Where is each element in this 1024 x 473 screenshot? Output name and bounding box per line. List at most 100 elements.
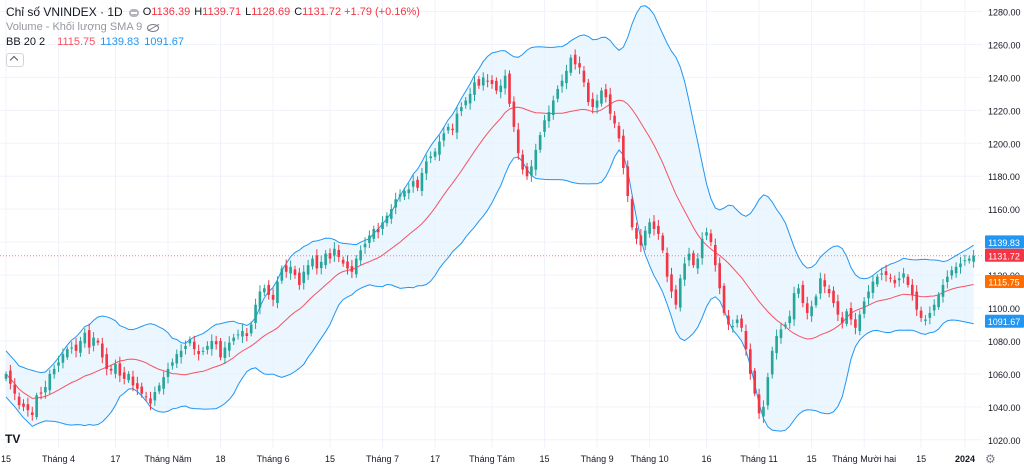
candle[interactable]: [840, 311, 844, 329]
candle[interactable]: [696, 253, 700, 274]
candle[interactable]: [153, 386, 157, 406]
candle[interactable]: [214, 335, 218, 350]
candle[interactable]: [950, 266, 954, 280]
candle[interactable]: [495, 77, 498, 95]
candle[interactable]: [788, 310, 792, 329]
bb-row[interactable]: BB 20 2 1115.75 1139.83 1091.67: [6, 35, 420, 50]
candle[interactable]: [192, 335, 196, 356]
candle[interactable]: [311, 255, 314, 270]
candle[interactable]: [249, 321, 253, 337]
candle[interactable]: [573, 49, 577, 70]
candle[interactable]: [166, 362, 170, 384]
candle[interactable]: [731, 319, 735, 333]
candle[interactable]: [96, 337, 100, 346]
candle[interactable]: [468, 87, 472, 110]
candle[interactable]: [83, 328, 87, 348]
candle[interactable]: [157, 382, 161, 395]
candle[interactable]: [819, 272, 822, 300]
candle[interactable]: [473, 76, 476, 102]
candle[interactable]: [858, 310, 862, 336]
candle[interactable]: [871, 276, 875, 299]
candle[interactable]: [486, 74, 489, 88]
candle[interactable]: [144, 391, 148, 402]
candle[interactable]: [779, 323, 783, 344]
candle[interactable]: [4, 371, 8, 382]
bb-label[interactable]: BB 20 2: [6, 36, 46, 48]
candle[interactable]: [525, 162, 529, 180]
candle[interactable]: [184, 340, 187, 355]
candle[interactable]: [854, 312, 857, 335]
candle[interactable]: [932, 299, 936, 316]
candle[interactable]: [805, 296, 809, 320]
collapse-legend-button[interactable]: [6, 53, 24, 67]
candle[interactable]: [784, 321, 787, 330]
price-tag-basis[interactable]: [985, 275, 1024, 289]
gear-icon[interactable]: ⚙: [985, 452, 996, 466]
candle[interactable]: [692, 250, 695, 268]
candle[interactable]: [595, 94, 599, 114]
candle[interactable]: [946, 270, 949, 289]
candle[interactable]: [44, 380, 47, 399]
price-tag-upper[interactable]: [985, 235, 1024, 249]
candle[interactable]: [241, 324, 244, 344]
candle[interactable]: [271, 288, 275, 307]
candle[interactable]: [622, 129, 625, 175]
candle[interactable]: [319, 255, 323, 275]
minus-pill-icon[interactable]: [128, 8, 139, 17]
candle[interactable]: [740, 314, 743, 332]
candle[interactable]: [713, 238, 717, 272]
candle[interactable]: [298, 267, 301, 290]
candle[interactable]: [521, 149, 524, 175]
candle[interactable]: [652, 215, 656, 236]
hidden-eye-icon[interactable]: [147, 23, 160, 32]
candle[interactable]: [600, 87, 603, 107]
candle[interactable]: [263, 284, 266, 296]
candle[interactable]: [508, 70, 511, 107]
candle[interactable]: [875, 274, 879, 287]
candle[interactable]: [245, 327, 249, 342]
candle[interactable]: [455, 107, 459, 140]
candle[interactable]: [35, 392, 38, 420]
volume-label[interactable]: Volume - Khối lượng SMA 9: [6, 21, 143, 33]
candle[interactable]: [376, 222, 380, 239]
candle[interactable]: [232, 333, 235, 345]
candle[interactable]: [258, 285, 262, 315]
candle[interactable]: [954, 262, 958, 278]
candle[interactable]: [219, 337, 222, 361]
candle[interactable]: [551, 95, 555, 120]
candle[interactable]: [670, 267, 673, 299]
candle[interactable]: [477, 75, 481, 89]
candle[interactable]: [635, 222, 638, 245]
candle[interactable]: [26, 397, 30, 417]
candle[interactable]: [114, 359, 117, 379]
price-tag-lower[interactable]: [985, 314, 1024, 328]
candle[interactable]: [911, 278, 914, 301]
candle[interactable]: [915, 285, 919, 317]
candle[interactable]: [832, 286, 835, 308]
candle[interactable]: [302, 265, 306, 290]
candle[interactable]: [766, 372, 770, 410]
candle[interactable]: [188, 336, 192, 347]
candle[interactable]: [770, 346, 774, 379]
candle[interactable]: [267, 280, 271, 300]
candle[interactable]: [324, 250, 327, 269]
candle[interactable]: [814, 293, 818, 308]
candle[interactable]: [919, 306, 923, 322]
candle[interactable]: [346, 255, 349, 275]
candle[interactable]: [481, 72, 485, 91]
candle[interactable]: [613, 111, 616, 129]
candle[interactable]: [648, 218, 651, 238]
candle[interactable]: [464, 96, 468, 109]
candle[interactable]: [306, 259, 310, 280]
candle[interactable]: [643, 225, 647, 251]
candle[interactable]: [337, 244, 341, 263]
candle[interactable]: [451, 123, 454, 136]
candle[interactable]: [74, 338, 78, 358]
price-tag-last[interactable]: [985, 248, 1024, 262]
candle[interactable]: [674, 284, 678, 310]
candle[interactable]: [792, 286, 796, 326]
candle[interactable]: [897, 271, 901, 287]
candle[interactable]: [416, 176, 419, 192]
